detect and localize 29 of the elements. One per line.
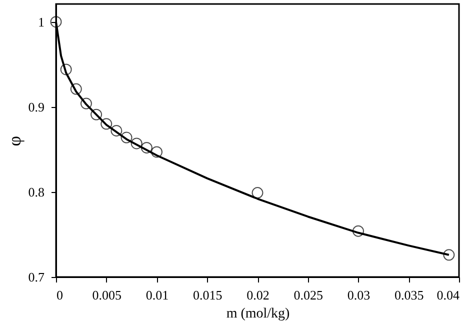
y-axis-title: φ bbox=[4, 136, 24, 146]
x-axis-title: m (mol/kg) bbox=[226, 306, 290, 322]
y-tick-label: 0.8 bbox=[28, 184, 44, 200]
x-tick-label: 0 bbox=[56, 288, 63, 302]
point bbox=[80, 98, 92, 110]
point bbox=[140, 142, 152, 154]
y-tick-label: 0.7 bbox=[28, 270, 45, 284]
point bbox=[90, 108, 102, 120]
x-tick-label: 0.01 bbox=[146, 288, 169, 302]
point bbox=[130, 138, 142, 150]
point bbox=[50, 16, 62, 28]
x-tick-label: 0.04 bbox=[436, 288, 460, 302]
point bbox=[70, 83, 82, 95]
x-tick-label: 0.02 bbox=[246, 288, 270, 302]
point bbox=[110, 124, 122, 136]
point bbox=[151, 146, 162, 158]
point bbox=[60, 64, 72, 76]
y-tick-label: 0.9 bbox=[28, 99, 44, 114]
point bbox=[352, 225, 364, 237]
x-tick-label: 0.035 bbox=[394, 288, 424, 302]
point bbox=[120, 132, 132, 144]
y-tick-label: 1 bbox=[38, 14, 44, 30]
x-tick-label: 0.03 bbox=[347, 288, 370, 302]
x-tick-label: 0.025 bbox=[294, 288, 323, 302]
point bbox=[443, 249, 455, 261]
x-tick-label: 0.005 bbox=[92, 288, 122, 302]
x-tick-label: 0.015 bbox=[193, 288, 222, 302]
point bbox=[252, 187, 264, 199]
point bbox=[100, 118, 112, 130]
